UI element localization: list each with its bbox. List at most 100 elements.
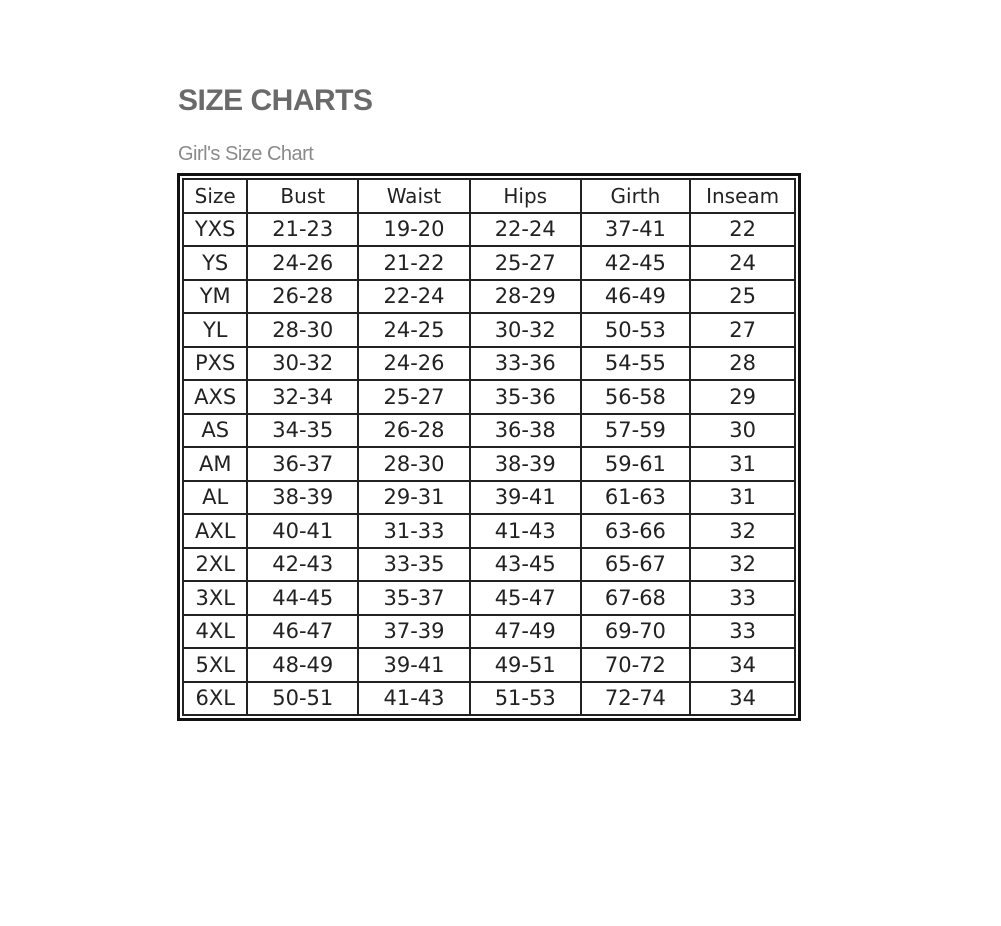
cell-bust: 50-51 [246,680,360,716]
cell-size: YL [181,312,249,348]
cell-girth: 67-68 [579,580,692,616]
cell-bust: 30-32 [246,345,360,381]
cell-bust: 26-28 [246,278,360,314]
cell-inseam: 34 [689,680,796,716]
cell-inseam: 33 [689,613,796,649]
table-header-row: Size Bust Waist Hips Girth Inseam [181,178,796,214]
cell-bust: 21-23 [246,211,360,247]
cell-waist: 21-22 [357,245,471,281]
cell-waist: 25-27 [357,379,471,415]
cell-hips: 30-32 [468,312,582,348]
cell-girth: 63-66 [579,513,692,549]
table-row: PXS 30-32 24-26 33-36 54-55 28 [181,345,796,381]
cell-bust: 24-26 [246,245,360,281]
cell-hips: 36-38 [468,412,582,448]
cell-girth: 50-53 [579,312,692,348]
cell-size: 3XL [181,580,249,616]
cell-hips: 47-49 [468,613,582,649]
cell-bust: 42-43 [246,546,360,582]
cell-size: YS [181,245,249,281]
cell-inseam: 32 [689,513,796,549]
table-row: AL 38-39 29-31 39-41 61-63 31 [181,479,796,515]
chart-subtitle: Girl's Size Chart [178,143,314,165]
size-chart-table: Size Bust Waist Hips Girth Inseam YXS 21-23 19-… [181,178,796,716]
cell-hips: 38-39 [468,446,582,482]
table-row: 5XL 48-49 39-41 49-51 70-72 34 [181,647,796,683]
page-title: SIZE CHARTS [178,84,373,117]
column-header-size: Size [181,178,249,214]
column-header-inseam: Inseam [689,178,796,214]
cell-girth: 72-74 [579,680,692,716]
cell-waist: 22-24 [357,278,471,314]
cell-size: AXS [181,379,249,415]
cell-bust: 38-39 [246,479,360,515]
cell-hips: 49-51 [468,647,582,683]
cell-waist: 39-41 [357,647,471,683]
cell-bust: 40-41 [246,513,360,549]
cell-girth: 70-72 [579,647,692,683]
cell-hips: 41-43 [468,513,582,549]
cell-hips: 33-36 [468,345,582,381]
cell-hips: 25-27 [468,245,582,281]
cell-hips: 51-53 [468,680,582,716]
table-row: YM 26-28 22-24 28-29 46-49 25 [181,278,796,314]
cell-inseam: 30 [689,412,796,448]
table-row: 3XL 44-45 35-37 45-47 67-68 33 [181,580,796,616]
cell-waist: 33-35 [357,546,471,582]
cell-size: AL [181,479,249,515]
cell-inseam: 31 [689,446,796,482]
cell-size: 5XL [181,647,249,683]
cell-size: 2XL [181,546,249,582]
cell-size: AM [181,446,249,482]
table-row: AXL 40-41 31-33 41-43 63-66 32 [181,513,796,549]
cell-waist: 37-39 [357,613,471,649]
cell-inseam: 29 [689,379,796,415]
cell-inseam: 32 [689,546,796,582]
cell-girth: 65-67 [579,546,692,582]
table-row: AS 34-35 26-28 36-38 57-59 30 [181,412,796,448]
cell-inseam: 27 [689,312,796,348]
column-header-girth: Girth [579,178,692,214]
cell-waist: 26-28 [357,412,471,448]
cell-girth: 69-70 [579,613,692,649]
cell-waist: 24-25 [357,312,471,348]
cell-bust: 44-45 [246,580,360,616]
cell-girth: 46-49 [579,278,692,314]
table-row: YS 24-26 21-22 25-27 42-45 24 [181,245,796,281]
cell-girth: 59-61 [579,446,692,482]
cell-inseam: 24 [689,245,796,281]
table-row: 6XL 50-51 41-43 51-53 72-74 34 [181,680,796,716]
cell-waist: 19-20 [357,211,471,247]
cell-size: PXS [181,345,249,381]
cell-hips: 39-41 [468,479,582,515]
cell-inseam: 28 [689,345,796,381]
column-header-hips: Hips [468,178,582,214]
cell-bust: 28-30 [246,312,360,348]
cell-waist: 35-37 [357,580,471,616]
cell-bust: 36-37 [246,446,360,482]
table-row: 2XL 42-43 33-35 43-45 65-67 32 [181,546,796,582]
table-row: YL 28-30 24-25 30-32 50-53 27 [181,312,796,348]
table-row: AM 36-37 28-30 38-39 59-61 31 [181,446,796,482]
cell-waist: 31-33 [357,513,471,549]
cell-bust: 32-34 [246,379,360,415]
cell-inseam: 33 [689,580,796,616]
cell-size: YXS [181,211,249,247]
cell-size: AXL [181,513,249,549]
cell-inseam: 22 [689,211,796,247]
cell-girth: 37-41 [579,211,692,247]
cell-inseam: 34 [689,647,796,683]
cell-girth: 61-63 [579,479,692,515]
cell-size: 6XL [181,680,249,716]
cell-waist: 28-30 [357,446,471,482]
cell-waist: 24-26 [357,345,471,381]
cell-girth: 56-58 [579,379,692,415]
cell-bust: 46-47 [246,613,360,649]
cell-size: 4XL [181,613,249,649]
table-row: YXS 21-23 19-20 22-24 37-41 22 [181,211,796,247]
cell-girth: 57-59 [579,412,692,448]
cell-inseam: 25 [689,278,796,314]
cell-bust: 48-49 [246,647,360,683]
cell-hips: 28-29 [468,278,582,314]
cell-waist: 41-43 [357,680,471,716]
